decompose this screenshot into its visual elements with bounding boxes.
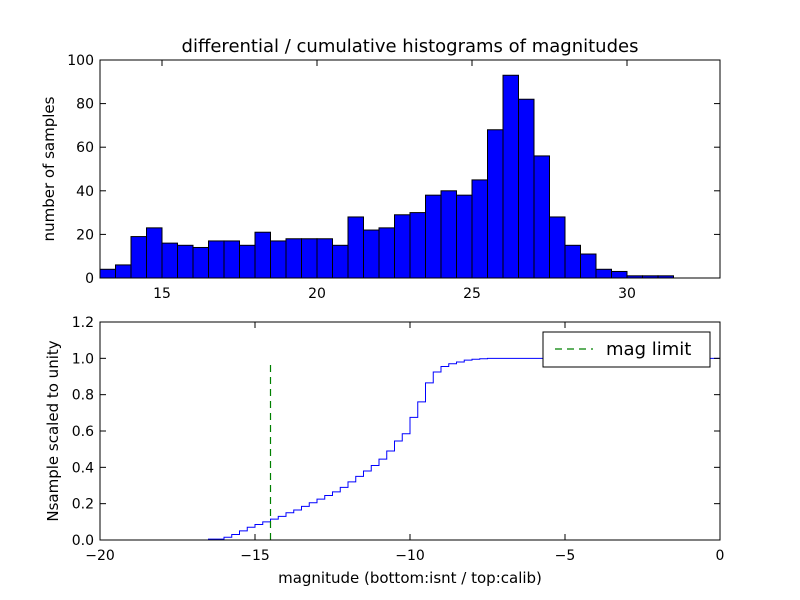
bottom-x-axis-label: magnitude (bottom:isnt / top:calib) bbox=[278, 569, 542, 587]
y-tick-label: 1.2 bbox=[72, 315, 94, 331]
histogram-bars bbox=[99, 74, 674, 279]
histogram-bar bbox=[270, 240, 287, 279]
y-tick-label: 0.8 bbox=[72, 388, 94, 404]
y-tick-label: 0.4 bbox=[72, 460, 94, 476]
histogram-bar bbox=[146, 227, 163, 279]
histogram-bar bbox=[518, 98, 535, 279]
histogram-bar bbox=[502, 74, 519, 279]
x-tick-label: 25 bbox=[463, 286, 481, 302]
cumulative-step-line bbox=[100, 357, 721, 541]
histogram-bar bbox=[471, 179, 488, 279]
histogram-bar bbox=[487, 129, 504, 279]
histogram-chart: differential / cumulative histograms of … bbox=[40, 36, 721, 302]
chart-title: differential / cumulative histograms of … bbox=[182, 36, 639, 57]
top-plot-frame bbox=[99, 59, 721, 279]
histogram-bar bbox=[161, 242, 178, 279]
top-y-ticks: 0 20 40 60 80 100 bbox=[67, 53, 720, 287]
histogram-bar bbox=[363, 229, 380, 279]
top-y-axis-label: number of samples bbox=[40, 96, 58, 241]
histogram-bar bbox=[347, 216, 364, 279]
x-tick-label: 0 bbox=[716, 548, 725, 564]
x-tick-label: −15 bbox=[240, 548, 270, 564]
histogram-bar bbox=[332, 244, 349, 279]
histogram-bar bbox=[549, 216, 566, 279]
histogram-bar bbox=[223, 240, 240, 279]
histogram-bar bbox=[99, 268, 116, 279]
histogram-bar bbox=[456, 194, 473, 279]
histogram-bar bbox=[564, 244, 581, 279]
histogram-bar bbox=[611, 270, 628, 279]
x-tick-label: −20 bbox=[85, 548, 115, 564]
y-tick-label: 80 bbox=[76, 97, 94, 113]
histogram-bar bbox=[533, 155, 550, 279]
bottom-x-ticks: −20 −15 −10 −5 0 bbox=[85, 322, 724, 564]
y-tick-label: 20 bbox=[76, 227, 94, 243]
x-tick-label: 30 bbox=[618, 286, 636, 302]
histogram-bar bbox=[440, 190, 457, 279]
x-tick-label: 20 bbox=[308, 286, 326, 302]
histogram-bar bbox=[239, 244, 256, 279]
y-tick-label: 60 bbox=[76, 140, 94, 156]
histogram-bar bbox=[301, 238, 318, 279]
histogram-bar bbox=[208, 240, 225, 279]
histogram-bar bbox=[285, 238, 302, 279]
cumulative-chart: −20 −15 −10 −5 0 0.0 0.2 0.4 0.6 0.8 1.0 1.2 Nsamp… bbox=[44, 315, 724, 587]
histogram-bar bbox=[409, 212, 426, 279]
histogram-bar bbox=[177, 244, 194, 279]
legend-label-mag-limit: mag limit bbox=[606, 339, 691, 360]
bottom-y-ticks: 0.0 0.2 0.4 0.6 0.8 1.0 1.2 bbox=[72, 315, 720, 549]
bottom-y-axis-label: Nsample scaled to unity bbox=[44, 340, 62, 521]
y-tick-label: 0.6 bbox=[72, 424, 94, 440]
legend: mag limit bbox=[542, 331, 711, 368]
x-tick-label: −10 bbox=[395, 548, 425, 564]
y-tick-label: 0.2 bbox=[72, 497, 94, 513]
y-tick-label: 1.0 bbox=[72, 351, 94, 367]
histogram-bar bbox=[394, 214, 411, 279]
top-x-ticks: 15 20 25 30 bbox=[153, 60, 636, 302]
histogram-bar bbox=[595, 268, 612, 279]
y-tick-label: 0.0 bbox=[72, 533, 94, 549]
cumulative-lines bbox=[100, 357, 721, 541]
histogram-bar bbox=[130, 236, 147, 279]
histogram-bar bbox=[316, 238, 333, 279]
histogram-bar bbox=[115, 264, 132, 279]
histogram-bar bbox=[192, 246, 209, 279]
histogram-bar bbox=[425, 194, 442, 279]
histogram-bar bbox=[254, 231, 271, 279]
histogram-bar bbox=[580, 253, 597, 279]
x-tick-label: −5 bbox=[555, 548, 576, 564]
y-tick-label: 100 bbox=[67, 53, 94, 69]
histogram-bar bbox=[378, 227, 395, 279]
y-tick-label: 0 bbox=[85, 271, 94, 287]
y-tick-label: 40 bbox=[76, 184, 94, 200]
x-tick-label: 15 bbox=[153, 286, 171, 302]
